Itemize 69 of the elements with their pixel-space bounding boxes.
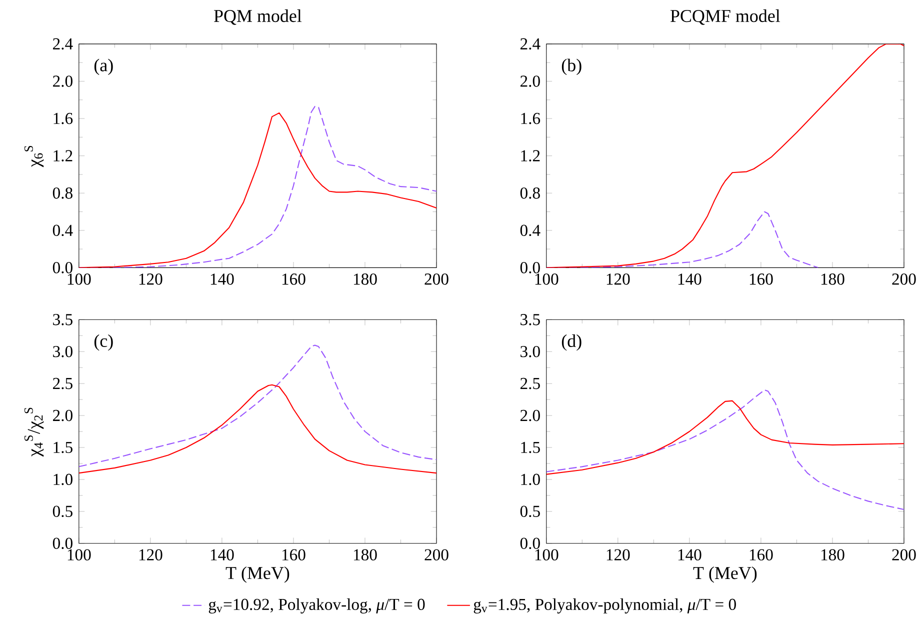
- chart-title: PCQMF model: [670, 9, 780, 25]
- x-tick-label: 160: [282, 273, 306, 285]
- x-tick-label: 180: [821, 549, 844, 560]
- x-tick-label: 120: [606, 549, 630, 560]
- y-tick-label: 2.0: [520, 410, 540, 422]
- legend-label: g$_{v}$=10.92, Polyakov-log, μ/T = 0: [208, 598, 425, 614]
- x-axis-title: T (MeV): [226, 566, 290, 583]
- y-tick-label: 1.2: [521, 150, 540, 162]
- y-tick-label: 2.4: [53, 38, 73, 50]
- y-tick-label: 1.6: [521, 112, 540, 124]
- y-tick-label: 1.0: [54, 474, 72, 485]
- y-tick-label: 0.5: [52, 506, 72, 517]
- x-tick-label: 120: [139, 273, 162, 285]
- x-tick-label: 140: [210, 549, 234, 560]
- y-tick-label: 3.0: [520, 346, 540, 358]
- y-tick-label: 0.4: [520, 224, 540, 236]
- x-tick-label: 100: [535, 549, 558, 560]
- y-tick-label: 2.0: [53, 410, 72, 422]
- x-tick-label: 140: [678, 549, 702, 560]
- y-tick-label: 3.5: [520, 314, 540, 326]
- y-tick-label: 1.2: [54, 150, 72, 162]
- line-series: [546, 400, 904, 475]
- x-tick-label: 180: [821, 273, 844, 285]
- x-tick-label: 160: [750, 273, 773, 285]
- x-tick-label: 100: [68, 273, 91, 285]
- y-tick-label: 2.0: [53, 75, 72, 87]
- y-tick-label: 1.6: [54, 112, 73, 124]
- annotation: (d): [562, 334, 582, 351]
- y-tick-label: 0.0: [52, 262, 72, 274]
- y-tick-label: 1.5: [521, 442, 540, 453]
- x-tick-label: 140: [210, 273, 234, 285]
- y-tick-label: 2.4: [520, 38, 540, 50]
- x-tick-label: 160: [750, 549, 773, 560]
- x-tick-label: 120: [606, 273, 630, 285]
- y-tick-label: 1.5: [54, 442, 72, 453]
- y-tick-label: 3.0: [53, 346, 72, 358]
- y-tick-label: 0.8: [520, 187, 540, 199]
- x-tick-label: 200: [424, 549, 448, 560]
- x-tick-label: 180: [354, 549, 377, 560]
- y-tick-label: 3.5: [53, 314, 72, 326]
- annotation: (c): [94, 334, 113, 351]
- annotation: (a): [94, 58, 113, 75]
- y-tick-label: 0.0: [520, 538, 540, 549]
- y-axis-title: χ$_{6}$S: [24, 146, 44, 167]
- line-series: [78, 384, 437, 474]
- y-tick-label: 2.0: [520, 75, 540, 87]
- chart-title: PQM model: [214, 9, 302, 25]
- y-tick-label: 2.5: [520, 378, 540, 390]
- x-tick-label: 140: [678, 273, 702, 285]
- x-tick-label: 120: [139, 549, 162, 560]
- x-tick-label: 160: [282, 549, 306, 560]
- x-tick-label: 100: [68, 549, 91, 560]
- line-series: [546, 389, 904, 510]
- x-tick-label: 200: [424, 273, 448, 285]
- y-tick-label: 1.0: [521, 474, 540, 485]
- y-tick-label: 0.4: [52, 224, 73, 236]
- x-axis-title: T (MeV): [693, 566, 757, 583]
- legend-label: g$_{v}$=1.95, Polyakov-polynomial, μ/T = 0: [474, 598, 736, 614]
- x-tick-label: 180: [354, 273, 377, 285]
- y-tick-label: 0.8: [52, 187, 72, 199]
- x-tick-label: 200: [892, 549, 916, 560]
- y-tick-label: 2.5: [53, 378, 72, 390]
- y-axis-title: χ$_{4}$$^{S}$/χ$_{2}$S: [24, 408, 44, 456]
- y-tick-label: 0.0: [520, 262, 540, 274]
- x-tick-label: 100: [535, 273, 558, 285]
- x-tick-label: 200: [892, 273, 916, 285]
- y-tick-label: 0.5: [520, 506, 540, 517]
- y-tick-label: 0.0: [52, 538, 72, 549]
- annotation: (b): [562, 58, 582, 75]
